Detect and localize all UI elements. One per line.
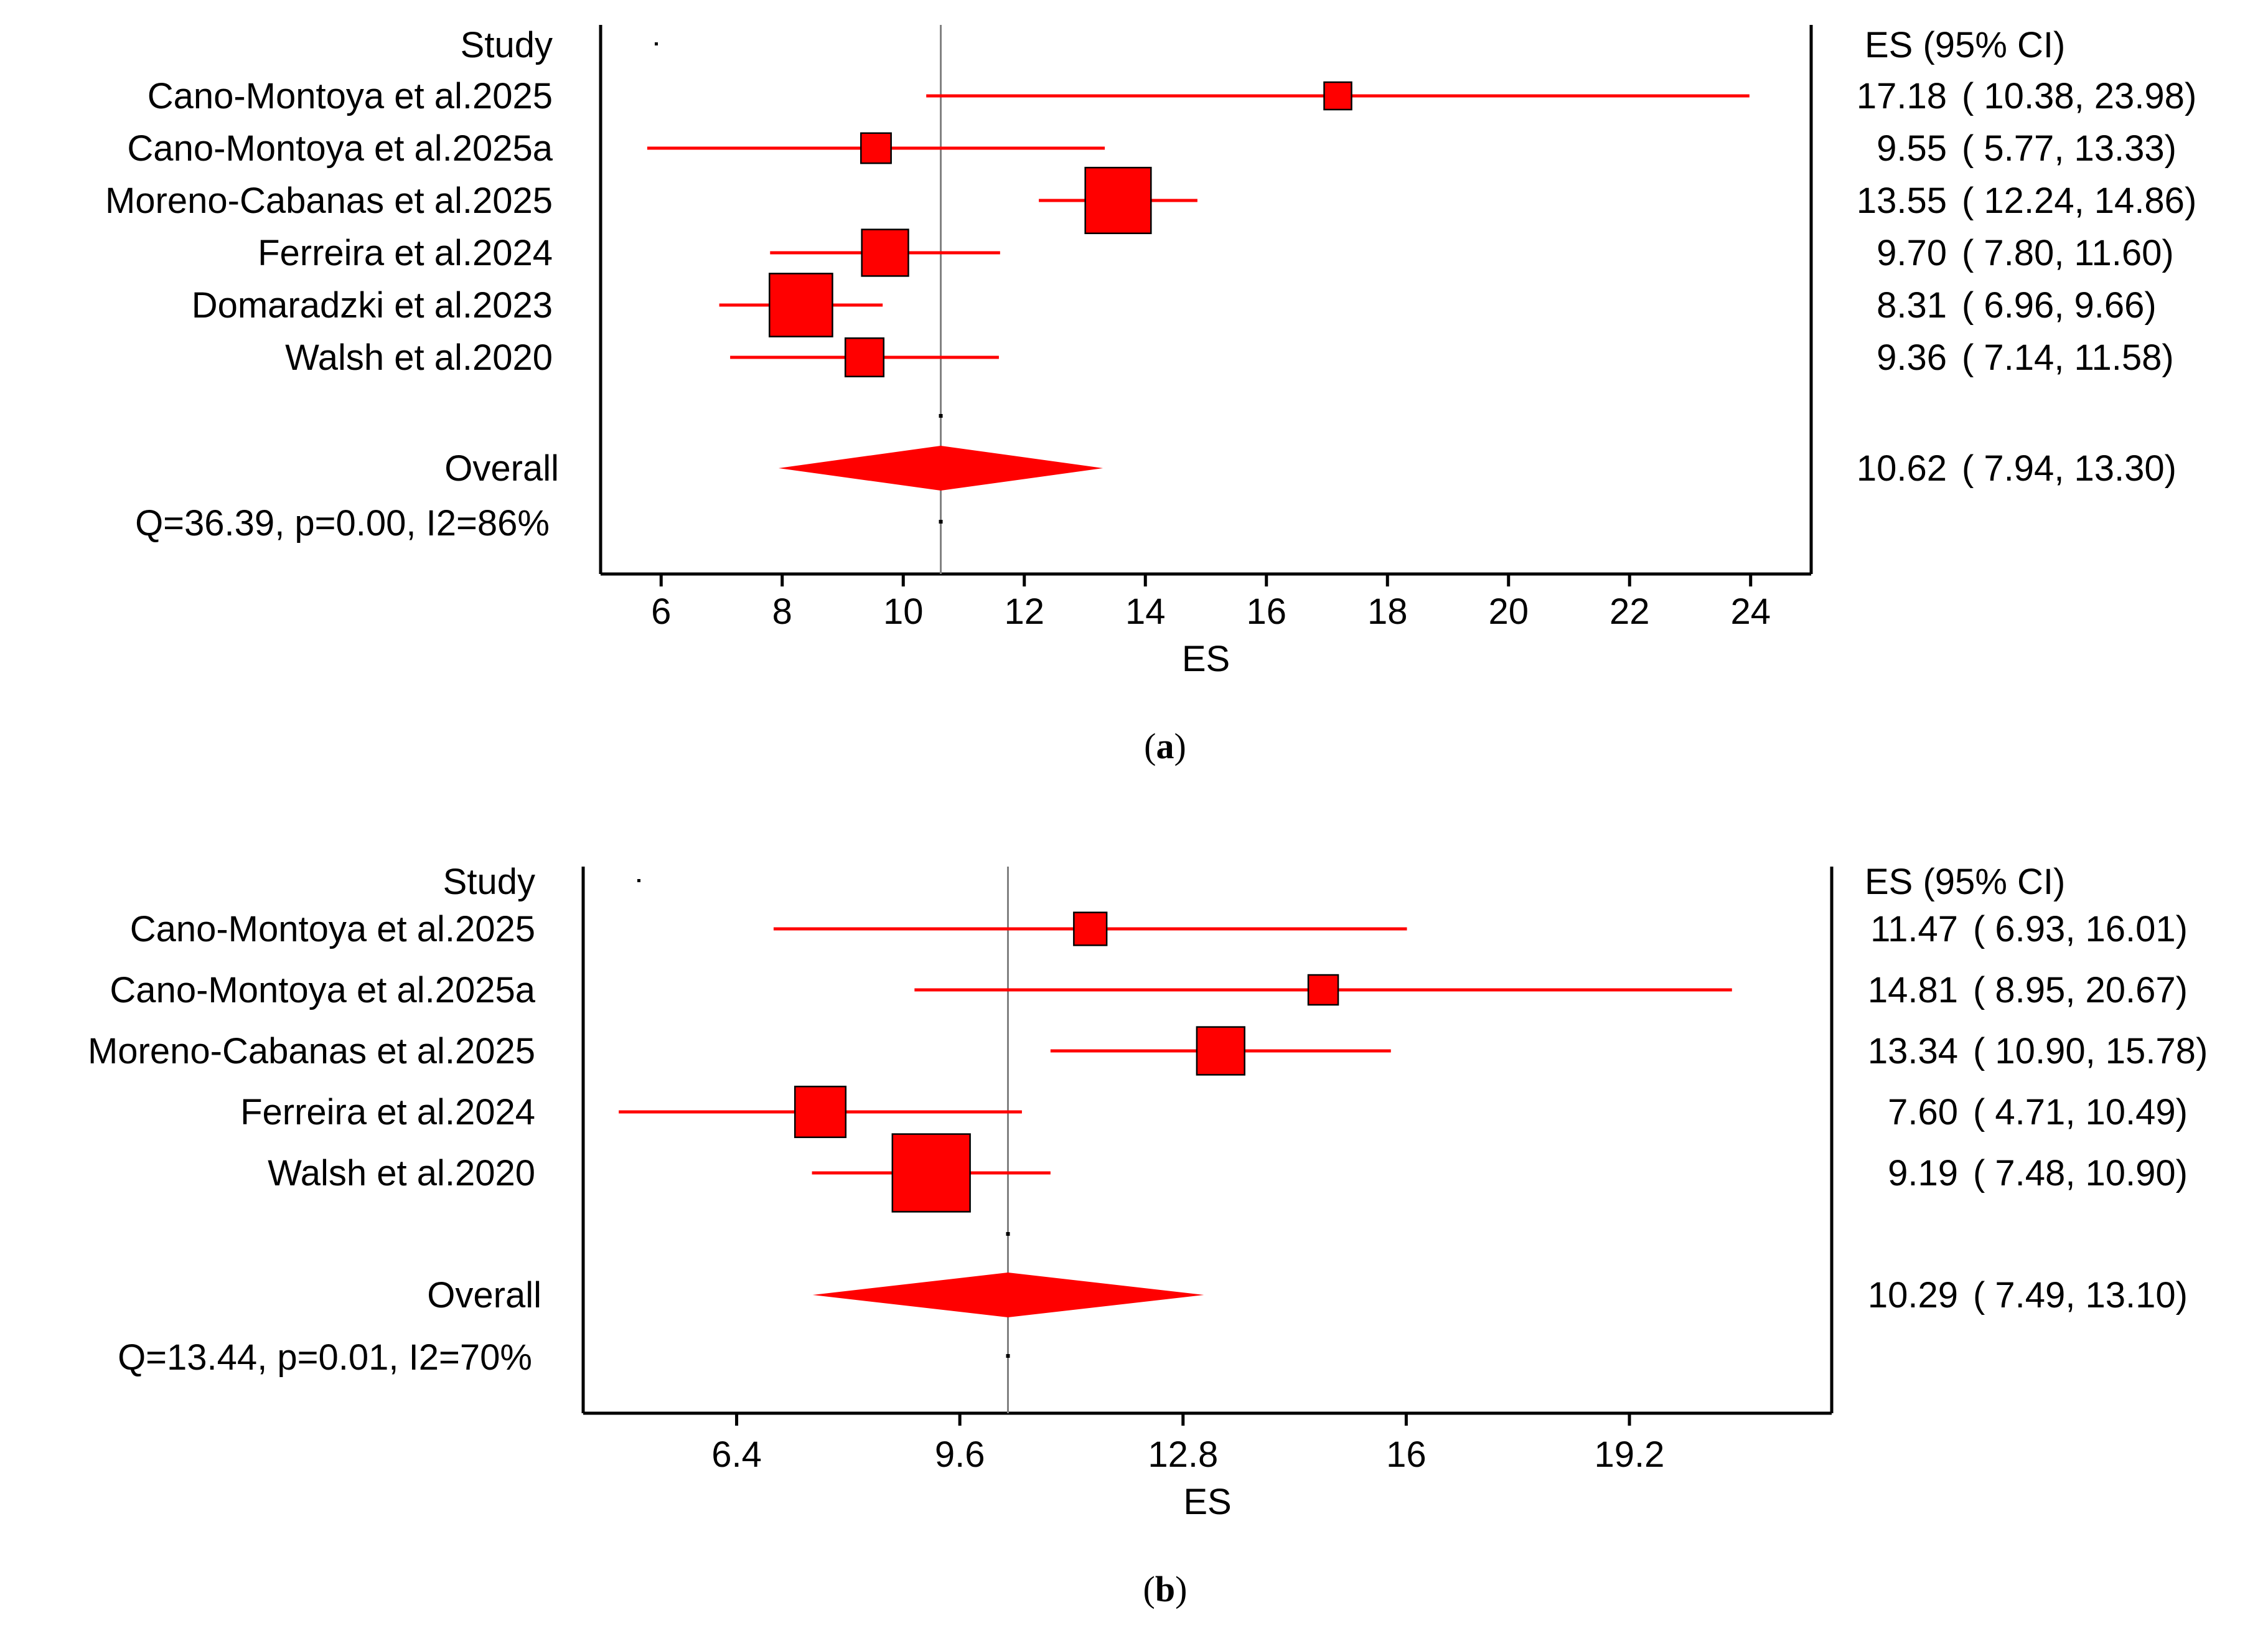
x-tick-label: 8	[772, 591, 792, 632]
study-es-value: 7.60	[1888, 1092, 1958, 1132]
study-ci-value: ( 8.95, 20.67)	[1973, 970, 2188, 1010]
study-es-value: 9.55	[1877, 128, 1947, 169]
x-tick-label: 9.6	[935, 1434, 985, 1475]
x-axis-label: ES	[1183, 1482, 1231, 1522]
x-tick-label: 24	[1730, 591, 1771, 632]
study-es-value: 9.36	[1877, 337, 1947, 378]
heterogeneity-stats: Q=13.44, p=0.01, I2=70%	[118, 1337, 532, 1378]
study-ci-value: ( 6.93, 16.01)	[1973, 909, 2188, 949]
study-marker	[794, 1085, 847, 1139]
x-tick-label: 6	[651, 591, 671, 632]
study-ci-value: ( 7.48, 10.90)	[1973, 1153, 2188, 1193]
x-tick-label: 16	[1246, 591, 1286, 632]
panel-caption-a-label: a	[1156, 726, 1174, 766]
study-name: Walsh et al.2020	[268, 1153, 535, 1193]
x-tick-label: 16	[1386, 1434, 1427, 1475]
study-marker	[860, 132, 892, 164]
study-name: Cano-Montoya et al.2025	[130, 909, 535, 949]
study-name: Cano-Montoya et al.2025a	[127, 128, 553, 169]
study-marker	[861, 228, 909, 277]
study-es-value: 8.31	[1877, 285, 1947, 326]
axis-dot	[655, 42, 658, 45]
study-name: Moreno-Cabanas et al.2025	[105, 181, 553, 221]
study-header: Study	[443, 862, 535, 902]
study-marker	[891, 1133, 971, 1213]
overall-label: Overall	[427, 1275, 541, 1315]
x-tick-label: 18	[1367, 591, 1408, 632]
study-marker	[769, 273, 833, 337]
x-tick-label: 10	[883, 591, 924, 632]
overall-diamond	[812, 1273, 1204, 1317]
study-ci-value: ( 6.96, 9.66)	[1962, 285, 2157, 326]
study-ci-value: ( 10.38, 23.98)	[1962, 76, 2196, 116]
study-es-value: 13.34	[1868, 1031, 1958, 1071]
study-es-value: 17.18	[1857, 76, 1947, 116]
study-marker	[1084, 166, 1152, 235]
study-es-value: 13.55	[1857, 181, 1947, 221]
study-name: Ferreira et al.2024	[240, 1092, 535, 1132]
study-es-value: 9.19	[1888, 1153, 1958, 1193]
study-ci-value: ( 10.90, 15.78)	[1973, 1031, 2208, 1071]
study-name: Cano-Montoya et al.2025	[148, 76, 553, 116]
x-tick-label: 19.2	[1595, 1434, 1665, 1475]
study-es-value: 14.81	[1868, 970, 1958, 1010]
axis-dot	[637, 879, 640, 882]
x-tick-label: 22	[1610, 591, 1650, 632]
study-es-value: 11.47	[1870, 909, 1958, 949]
panel-caption-a: (a)	[1144, 726, 1186, 766]
forest-plot-panel-b: 6.4 9.6 12.8 16 19.2 ES Study ES (95% CI) Cano-M…	[88, 862, 2208, 1522]
study-name: Ferreira et al.2024	[258, 233, 553, 273]
study-marker	[1073, 911, 1108, 946]
study-marker	[844, 337, 885, 378]
reference-dot	[939, 414, 943, 418]
x-tick-label: 20	[1488, 591, 1529, 632]
x-axis-label: ES	[1182, 639, 1230, 679]
study-ci-value: ( 7.80, 11.60)	[1962, 233, 2174, 273]
x-tick-label: 6.4	[711, 1434, 762, 1475]
overall-es-value: 10.29	[1868, 1275, 1958, 1315]
es-ci-header: ES (95% CI)	[1865, 25, 2065, 65]
forest-plot-panel-a: 6 8 10 12 14 16 18 20 22 24 ES Study ES (95% CI) Cano…	[105, 25, 2196, 679]
x-tick-label: 12.8	[1148, 1434, 1218, 1475]
study-ci-value: ( 12.24, 14.86)	[1962, 181, 2196, 221]
study-name: Domaradzki et al.2023	[192, 285, 553, 326]
study-marker	[1323, 81, 1352, 111]
overall-label: Overall	[444, 448, 559, 489]
study-name: Moreno-Cabanas et al.2025	[88, 1031, 535, 1071]
panel-caption-b-label: b	[1155, 1569, 1175, 1609]
study-name: Cano-Montoya et al.2025a	[110, 970, 535, 1010]
study-ci-value: ( 5.77, 13.33)	[1962, 128, 2177, 169]
x-tick-label: 12	[1004, 591, 1044, 632]
overall-es-value: 10.62	[1857, 448, 1947, 489]
reference-dot	[939, 520, 943, 524]
reference-dot	[1006, 1354, 1010, 1358]
x-tick-label: 14	[1125, 591, 1166, 632]
overall-diamond	[778, 446, 1104, 491]
panel-caption-b: (b)	[1143, 1569, 1188, 1609]
study-header: Study	[461, 25, 553, 65]
study-es-value: 9.70	[1877, 233, 1947, 273]
study-ci-value: ( 4.71, 10.49)	[1973, 1092, 2188, 1132]
reference-dot	[1006, 1232, 1010, 1236]
study-name: Walsh et al.2020	[285, 337, 553, 378]
study-ci-value: ( 7.14, 11.58)	[1962, 337, 2174, 378]
study-marker	[1196, 1026, 1245, 1076]
es-ci-header: ES (95% CI)	[1865, 862, 2065, 902]
overall-ci-value: ( 7.94, 13.30)	[1962, 448, 2177, 489]
heterogeneity-stats: Q=36.39, p=0.00, I2=86%	[135, 503, 550, 543]
overall-ci-value: ( 7.49, 13.10)	[1973, 1275, 2188, 1315]
study-marker	[1307, 974, 1339, 1006]
